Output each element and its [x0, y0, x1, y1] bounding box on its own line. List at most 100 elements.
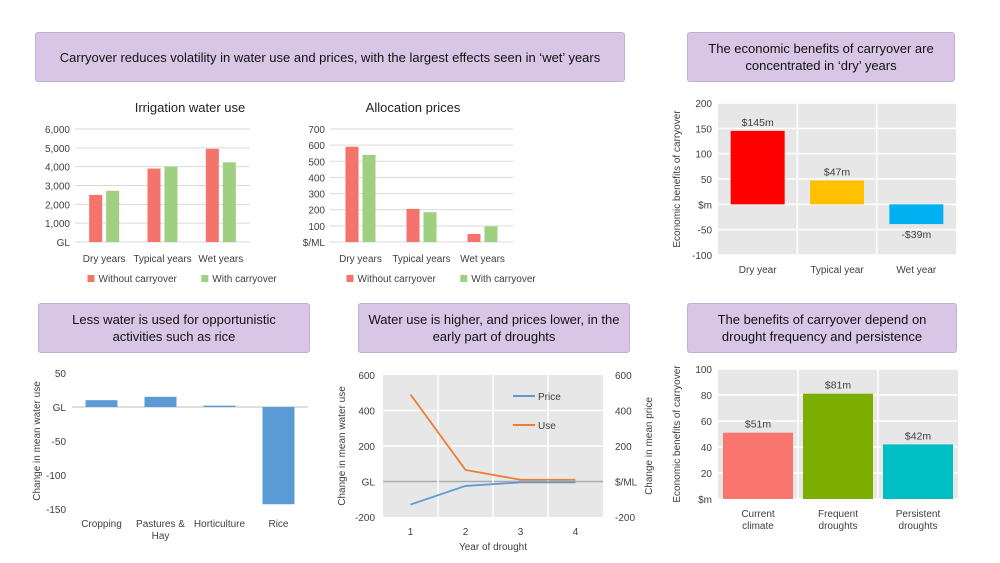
line-use	[409, 393, 576, 481]
bar	[730, 130, 785, 205]
y-tick-label: -50	[698, 226, 713, 237]
legend-swatch	[346, 275, 354, 282]
y-tick-label: 100	[308, 222, 325, 233]
y-tick-label: 300	[308, 190, 325, 201]
bar-with-carryover	[164, 166, 178, 242]
x-tick-label: Dry year	[739, 265, 777, 276]
bar-with-carryover	[484, 226, 498, 242]
y-axis-label: Economic benefits of carryover	[672, 365, 683, 503]
data-label: $145m	[742, 117, 774, 129]
x-tick-label: Dry years	[83, 254, 126, 265]
x-tick-label: Typical years	[133, 254, 191, 265]
x-tick-label: Dry years	[339, 254, 382, 265]
bar	[883, 444, 953, 499]
data-label: $81m	[825, 380, 852, 392]
y-tick-label: 600	[358, 371, 375, 382]
y-tick-label: 700	[308, 125, 325, 136]
y-tick-label: 60	[701, 417, 713, 428]
bar	[810, 180, 864, 205]
y-tick-label: 500	[308, 157, 325, 168]
header-economic-benefits: The economic benefits of carryover are c…	[687, 32, 955, 82]
y2-tick-label: $/ML	[615, 478, 638, 489]
header-frequency: The benefits of carryover depend on drou…	[687, 303, 957, 353]
bar	[803, 393, 873, 499]
y-tick-label: 50	[701, 175, 713, 186]
x-tick-label: 3	[518, 527, 524, 538]
header-opportunistic: Less water is used for opportunistic act…	[38, 303, 310, 353]
y-tick-label: 600	[308, 141, 325, 152]
y-axis-label: Change in mean water use	[337, 386, 348, 506]
y-tick-label: GL	[362, 478, 376, 489]
chart-title: Allocation prices	[366, 100, 461, 115]
y-axis-label: Economic benefits of carryover	[672, 110, 683, 248]
y-tick-label: -100	[692, 251, 712, 262]
bar-without-carryover	[205, 148, 219, 242]
x-tick-label: 1	[408, 527, 414, 538]
y-tick-label: -150	[46, 505, 66, 516]
y-tick-label: 20	[701, 469, 713, 480]
y-tick-label: 40	[701, 443, 713, 454]
legend-swatch	[460, 275, 468, 282]
y2-tick-label: 200	[615, 442, 632, 453]
x-tick-label: Wet years	[460, 254, 505, 265]
data-label: $47m	[824, 167, 851, 179]
x-tick-label: Frequent droughts	[818, 509, 858, 532]
bar-without-carryover	[89, 194, 103, 242]
y-tick-label: 200	[358, 442, 375, 453]
y-tick-label: 100	[695, 150, 712, 161]
header-volatility: Carryover reduces volatility in water us…	[35, 32, 625, 82]
y2-tick-label: 600	[615, 371, 632, 382]
legend-label: Price	[538, 392, 561, 403]
y-tick-label: -50	[52, 437, 67, 448]
legend-swatch	[87, 275, 95, 282]
x-tick-label: 4	[573, 527, 579, 538]
x-tick-label: Wet years	[198, 254, 243, 265]
chart-title: Irrigation water use	[135, 100, 246, 115]
x-tick-label: Persistent droughts	[896, 509, 941, 532]
y-tick-label: 100	[695, 365, 712, 376]
x-tick-label: Wet year	[896, 265, 936, 276]
legend-label: Without carryover	[99, 274, 178, 285]
bar-with-carryover	[222, 162, 236, 242]
y2-tick-label: -200	[615, 513, 635, 524]
y-tick-label: 50	[55, 369, 67, 380]
y-tick-label: $m	[698, 200, 712, 211]
y-tick-label: -100	[46, 471, 66, 482]
bar	[203, 405, 236, 407]
bar-without-carryover	[467, 233, 481, 242]
bar-without-carryover	[345, 146, 359, 242]
bar-without-carryover	[406, 208, 420, 242]
x-tick-label: Rice	[268, 519, 288, 530]
y-tick-label: 400	[358, 407, 375, 418]
y2-tick-label: 400	[615, 407, 632, 418]
y-tick-label: 4,000	[45, 163, 70, 174]
y-tick-label: 5,000	[45, 144, 70, 155]
y-tick-label: -200	[355, 513, 375, 524]
x-axis-label: Year of drought	[459, 542, 527, 553]
bar	[85, 400, 118, 407]
y-axis-label: Change in mean water use	[32, 381, 43, 501]
line-price	[410, 481, 576, 506]
bar-with-carryover	[106, 190, 120, 242]
y-tick-label: 80	[701, 391, 713, 402]
legend-label: Without carryover	[358, 274, 437, 285]
data-label: $51m	[745, 419, 772, 431]
bar-with-carryover	[362, 154, 376, 242]
x-tick-label: Typical year	[810, 265, 864, 276]
y-tick-label: 200	[308, 206, 325, 217]
x-tick-label: Cropping	[81, 519, 122, 530]
y-tick-label: 1,000	[45, 219, 70, 230]
x-tick-label: Horticulture	[194, 519, 246, 530]
bar-with-carryover	[423, 212, 437, 242]
data-label: $42m	[905, 430, 932, 442]
x-tick-label: Pastures & Hay	[136, 519, 185, 542]
x-tick-label: Current climate	[741, 509, 775, 532]
bar	[262, 407, 295, 505]
y-tick-label: 3,000	[45, 182, 70, 193]
y-tick-label: 150	[695, 124, 712, 135]
legend-label: Use	[538, 421, 556, 432]
y-tick-label: GL	[57, 238, 71, 249]
data-label: -$39m	[901, 229, 931, 241]
